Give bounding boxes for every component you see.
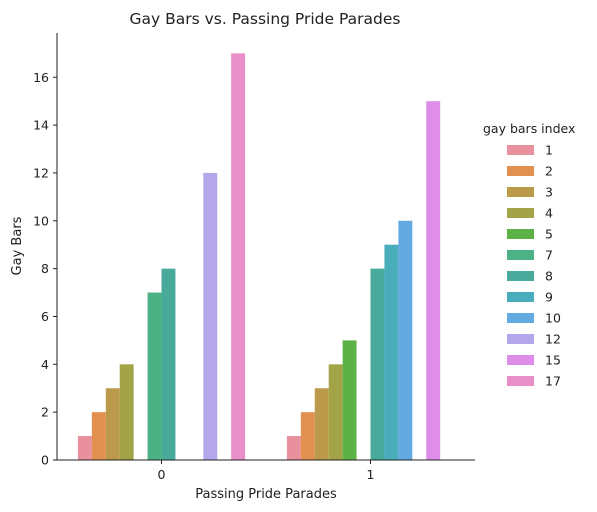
legend-label-7: 7	[545, 248, 553, 263]
bar-7-cat-0	[147, 292, 162, 460]
legend-label-4: 4	[545, 206, 553, 221]
bar-10-cat-1	[398, 220, 413, 460]
bar-1-cat-0	[77, 436, 92, 460]
legend-swatch-9	[507, 292, 534, 302]
bars-group	[77, 53, 441, 461]
y-tick-label: 12	[33, 165, 49, 180]
bar-8-cat-0	[161, 268, 176, 460]
bar-15-cat-1	[426, 101, 441, 461]
chart-title: Gay Bars vs. Passing Pride Parades	[130, 10, 401, 28]
bar-12-cat-0	[203, 172, 218, 460]
y-axis-ticks: 0 2 4 6 8 10 12 14 16	[33, 70, 57, 468]
bar-4-cat-0	[119, 364, 134, 460]
legend-label-12: 12	[545, 332, 561, 347]
legend-swatch-7	[507, 250, 534, 260]
bar-8-cat-1	[370, 268, 385, 460]
legend-label-15: 15	[545, 353, 561, 368]
legend-label-10: 10	[545, 311, 561, 326]
legend-label-1: 1	[545, 143, 553, 158]
legend-swatch-15	[507, 355, 534, 365]
legend-swatch-1	[507, 145, 534, 155]
legend-label-8: 8	[545, 269, 553, 284]
bar-4-cat-1	[328, 364, 343, 460]
x-tick-label: 0	[158, 467, 166, 482]
y-tick-label: 2	[41, 405, 49, 420]
bar-3-cat-1	[314, 388, 329, 460]
bar-3-cat-0	[105, 388, 120, 460]
legend-swatch-12	[507, 334, 534, 344]
y-tick-label: 6	[41, 309, 49, 324]
bar-17-cat-0	[231, 53, 246, 460]
y-tick-label: 10	[33, 213, 49, 228]
y-tick-label: 16	[33, 70, 49, 85]
legend-swatch-3	[507, 187, 534, 197]
legend-label-9: 9	[545, 290, 553, 305]
bar-9-cat-1	[384, 244, 399, 460]
y-tick-label: 4	[41, 357, 49, 372]
y-tick-label: 0	[41, 453, 49, 468]
legend-swatch-5	[507, 229, 534, 239]
bar-5-cat-1	[342, 340, 357, 460]
y-axis-label: Gay Bars	[10, 216, 25, 275]
y-tick-label: 14	[33, 118, 49, 133]
legend-label-17: 17	[545, 374, 561, 389]
bar-2-cat-0	[91, 412, 106, 460]
bar-1-cat-1	[286, 436, 301, 460]
legend-title: gay bars index	[483, 121, 575, 136]
legend-label-3: 3	[545, 185, 553, 200]
legend-swatch-8	[507, 271, 534, 281]
legend-swatch-10	[507, 313, 534, 323]
x-tick-label: 1	[367, 467, 375, 482]
x-axis-label: Passing Pride Parades	[195, 487, 337, 502]
legend-label-5: 5	[545, 227, 553, 242]
legend-swatch-17	[507, 376, 534, 386]
bar-2-cat-1	[300, 412, 315, 460]
y-tick-label: 8	[41, 261, 49, 276]
legend-swatch-4	[507, 208, 534, 218]
legend-label-2: 2	[545, 164, 553, 179]
legend-swatch-2	[507, 166, 534, 176]
